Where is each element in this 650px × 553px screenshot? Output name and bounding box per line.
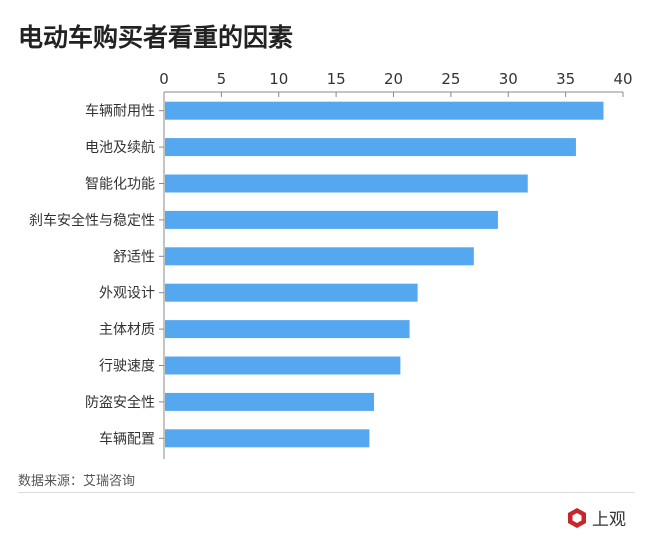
category-label: 电池及续航 xyxy=(85,139,155,156)
category-label: 车辆配置 xyxy=(99,430,155,447)
bar-6 xyxy=(165,283,418,302)
x-tick-label: 15 xyxy=(327,70,346,88)
x-tick-label: 40 xyxy=(613,70,632,88)
bar-7 xyxy=(165,320,410,339)
logo: 上观 xyxy=(566,505,626,530)
category-label: 车辆耐用性 xyxy=(85,103,155,120)
x-tick-label: 20 xyxy=(384,70,403,88)
chart-title: 电动车购买者看重的因素 xyxy=(18,23,294,52)
bar-9 xyxy=(165,392,374,411)
bar-2 xyxy=(165,138,576,157)
bar-8 xyxy=(165,356,401,375)
x-tick-label: 35 xyxy=(556,70,575,88)
bar-1 xyxy=(165,101,604,120)
category-label: 刹车安全性与稳定性 xyxy=(29,212,155,229)
category-label: 主体材质 xyxy=(99,322,155,338)
x-tick-label: 5 xyxy=(217,70,227,88)
logo-text: 上观 xyxy=(592,510,626,530)
x-tick-label: 25 xyxy=(441,70,460,88)
bar-chart: 0 5 10 15 20 25 30 35 40 车辆耐用性电池及续航智能化功能刹车安全性与稳定性… xyxy=(29,70,633,459)
logo-icon xyxy=(568,507,586,528)
category-label: 舒适性 xyxy=(113,249,155,265)
category-label: 行驶速度 xyxy=(99,359,155,375)
divider xyxy=(18,492,635,493)
x-tick-label: 10 xyxy=(269,70,288,88)
bar-5 xyxy=(165,247,474,266)
category-label: 防盗安全性 xyxy=(85,394,155,411)
bar-4 xyxy=(165,210,498,229)
category-label: 外观设计 xyxy=(99,286,155,302)
x-tick-label: 0 xyxy=(159,70,169,88)
source-note: 数据来源：艾瑞咨询 xyxy=(18,474,136,489)
bar-10 xyxy=(165,429,370,448)
category-label: 智能化功能 xyxy=(85,177,155,193)
bar-3 xyxy=(165,174,528,193)
x-tick-label: 30 xyxy=(499,70,518,88)
